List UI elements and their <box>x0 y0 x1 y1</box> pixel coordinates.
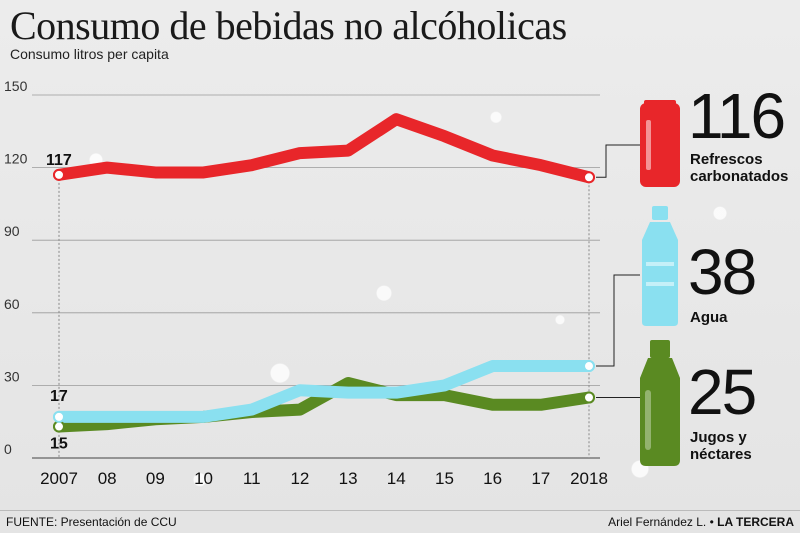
x-tick-label: 16 <box>483 469 502 488</box>
agua-callout-value: 38 <box>688 236 757 308</box>
x-tick-label: 08 <box>98 469 117 488</box>
footer-credit: Ariel Fernández L. • LA TERCERA <box>608 515 794 529</box>
agua-start-label: 17 <box>50 388 68 405</box>
x-tick-label: 14 <box>387 469 406 488</box>
water-bottle-ridge <box>646 262 674 266</box>
agua-series-line <box>53 360 595 423</box>
line-chart: 0 30 60 90 120 150 2007 08 09 10 11 12 13 14 15 16 17 201… <box>4 78 680 488</box>
y-tick-label: 30 <box>4 368 20 384</box>
refrescos-start-label: 117 <box>46 152 72 169</box>
y-tick-label: 60 <box>4 296 20 312</box>
footer-divider <box>0 510 800 511</box>
x-tick-label: 12 <box>290 469 309 488</box>
water-bottle-icon <box>642 222 678 326</box>
agua-connector <box>596 274 640 367</box>
jugos-start-point <box>53 420 65 433</box>
y-tick-label: 150 <box>4 78 28 94</box>
juice-bottle-icon <box>640 358 680 466</box>
soda-can-top <box>644 100 676 106</box>
jugos-callout-value: 25 <box>688 356 757 428</box>
agua-end-point <box>583 360 595 373</box>
footer-publisher: LA TERCERA <box>717 515 794 529</box>
agua-callout-label: Agua <box>690 309 728 326</box>
refrescos-callout-value: 116 <box>688 80 786 152</box>
refrescos-end-point <box>583 171 595 184</box>
y-tick-label: 0 <box>4 441 12 457</box>
x-tick-label: 2018 <box>570 469 608 488</box>
jugos-callout-label: Jugos y néctares <box>690 429 752 463</box>
water-bottle-ridge <box>646 282 674 286</box>
refrescos-start-point <box>53 168 65 181</box>
footer-separator: • <box>709 515 714 529</box>
chart-subtitle: Consumo litros per capita <box>10 46 169 62</box>
juice-bottle-shine <box>645 390 651 450</box>
agua-start-point <box>53 410 65 423</box>
jugos-end-point <box>583 391 595 404</box>
footer-author: Ariel Fernández L. <box>608 515 707 529</box>
juice-bottle-cap <box>650 340 670 358</box>
y-tick-label: 90 <box>4 223 20 239</box>
x-tick-label: 17 <box>531 469 550 488</box>
y-tick-label: 120 <box>4 151 28 167</box>
x-tick-label: 10 <box>194 469 213 488</box>
x-tick-label: 09 <box>146 469 165 488</box>
x-tick-label: 11 <box>243 469 261 488</box>
refrescos-connector <box>596 144 640 178</box>
chart-title: Consumo de bebidas no alcóholicas <box>10 3 567 48</box>
refrescos-callout-label: Refrescos carbonatados <box>690 151 789 185</box>
x-tick-label: 13 <box>339 469 358 488</box>
water-bottle-cap <box>652 206 668 220</box>
x-tick-label: 2007 <box>40 469 78 488</box>
footer-source: FUENTE: Presentación de CCU <box>6 515 177 529</box>
jugos-start-label: 15 <box>50 436 68 453</box>
x-tick-label: 15 <box>435 469 454 488</box>
soda-can-shine <box>646 120 651 170</box>
refrescos-series-line <box>53 113 595 184</box>
